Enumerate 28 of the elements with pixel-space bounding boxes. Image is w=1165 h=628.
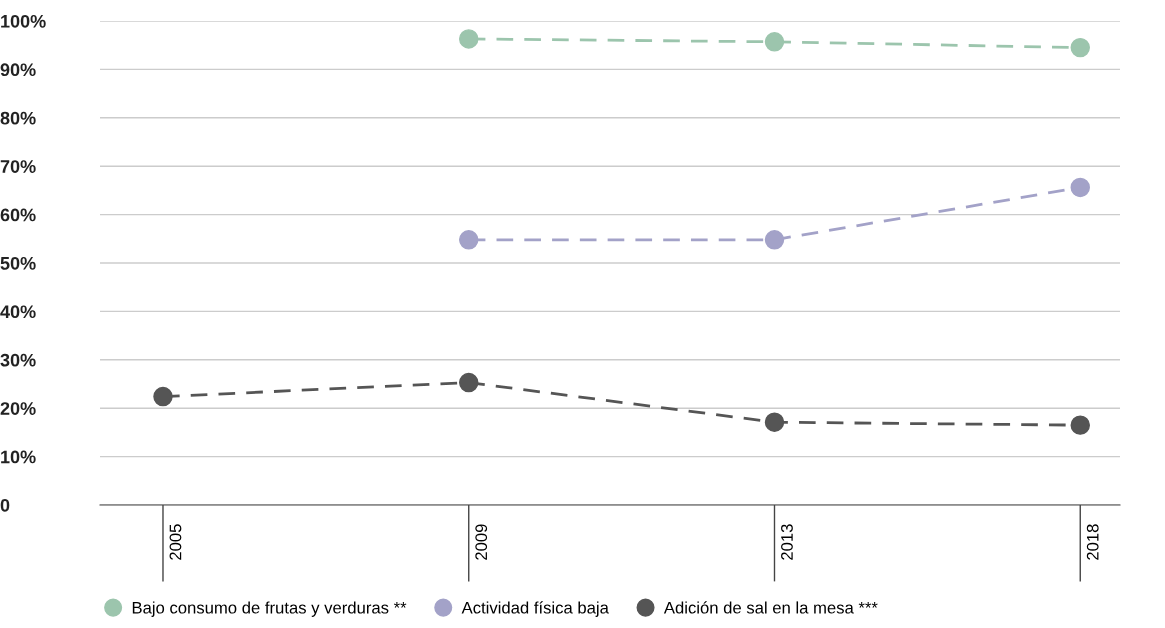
- point: [1070, 37, 1090, 58]
- point: [459, 29, 479, 49]
- y-tick-label: 30%: [0, 353, 36, 367]
- x-tick-label: 2018: [1086, 524, 1099, 560]
- point: [1070, 177, 1090, 198]
- y-tick-label: 60%: [0, 208, 36, 222]
- y-tick-label: 80%: [0, 111, 36, 125]
- y-tick-label: 20%: [0, 402, 36, 415]
- legend-label: Actividad física baja: [461, 601, 609, 617]
- x-tick-label: 2005: [169, 524, 182, 560]
- y-tick-label: 70%: [0, 160, 36, 173]
- y-tick-label: 100%: [1, 14, 46, 28]
- x-tick-label: 2009: [475, 524, 488, 560]
- y-tick-label: 0: [0, 498, 10, 512]
- point: [764, 230, 785, 250]
- point: [153, 386, 173, 407]
- legend-label: Bajo consumo de frutas y verduras **: [132, 601, 407, 617]
- point: [1070, 415, 1090, 435]
- point: [764, 412, 785, 432]
- y-tick-label: 40%: [0, 305, 36, 319]
- y-tick-label: 90%: [0, 63, 36, 77]
- legend-label: Adición de sal en la mesa ***: [663, 601, 878, 614]
- y-tick-label: 50%: [0, 256, 36, 270]
- y-tick-label: 10%: [1, 450, 36, 464]
- point: [459, 372, 479, 393]
- point: [459, 230, 479, 250]
- point: [764, 32, 785, 52]
- x-tick-label: 2013: [781, 524, 793, 560]
